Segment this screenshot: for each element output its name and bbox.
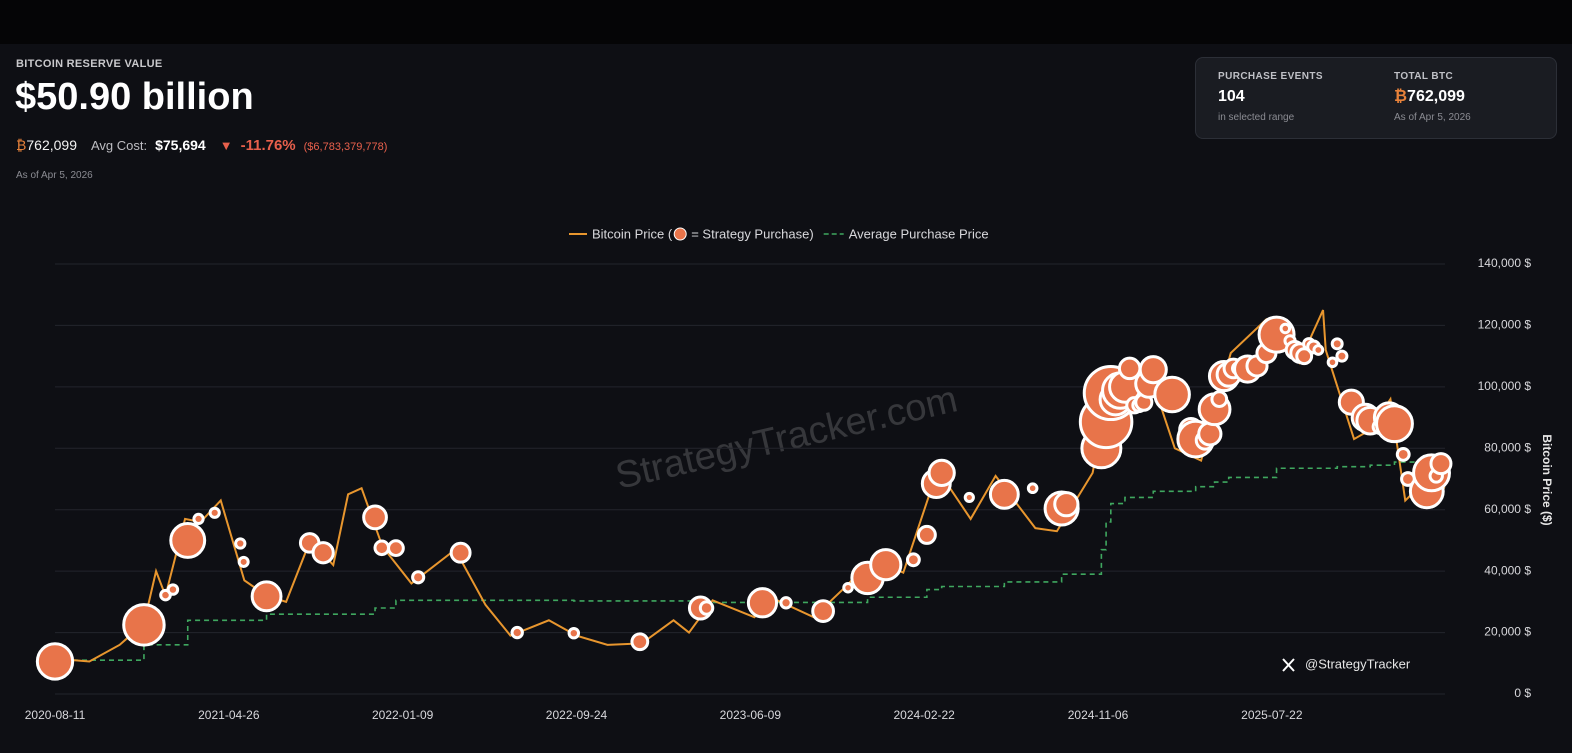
purchase-bubble xyxy=(1210,390,1229,408)
purchase-bubble xyxy=(1197,421,1223,447)
purchase-bubble xyxy=(208,506,221,519)
change-usd: ($6,783,379,778) xyxy=(303,141,388,153)
purchase-bubble xyxy=(192,512,205,526)
grid xyxy=(55,263,1445,695)
x-tick-label: 2021-04-26 xyxy=(198,708,260,722)
purchase-bubble xyxy=(927,458,956,487)
y-tick-label: 100,000 $ xyxy=(1478,379,1532,393)
total-btc-value: ₿762,099 xyxy=(1394,88,1465,105)
x-tick-label: 2024-11-06 xyxy=(1068,708,1129,722)
y-tick-label: 40,000 $ xyxy=(1484,563,1531,577)
y-tick-label: 0 $ xyxy=(1514,686,1531,700)
x-tick-label: 2024-02-22 xyxy=(893,708,955,722)
as-of: As of Apr 5, 2026 xyxy=(16,170,93,181)
x-tick-label: 2020-08-11 xyxy=(25,708,86,722)
purchase-bubble xyxy=(449,541,472,564)
purchase-bubble xyxy=(916,524,937,545)
x-logo xyxy=(1282,658,1295,672)
purchase-bubble xyxy=(411,570,426,585)
total-btc-label: TOTAL BTC xyxy=(1394,71,1454,82)
purchase-bubble xyxy=(811,599,835,623)
purchase-bubble xyxy=(779,596,793,610)
purchase-bubble xyxy=(963,491,975,504)
watermark: StrategyTracker.com xyxy=(612,378,962,497)
purchase-bubble xyxy=(698,600,715,616)
summary-card: PURCHASE EVENTS 104 in selected range TO… xyxy=(1195,57,1557,139)
panel xyxy=(0,44,1572,753)
purchase-bubble xyxy=(234,537,247,550)
purchase-bubble xyxy=(169,521,207,559)
y-axis-title: Bitcoin Price ($) xyxy=(1540,434,1554,525)
purchase-bubble xyxy=(373,539,391,557)
legend-label: = Strategy Purchase) xyxy=(691,226,813,241)
top-bar xyxy=(0,0,1572,44)
purchase-bubble xyxy=(1053,491,1080,518)
stats-row: ₿762,099 Avg Cost: $75,694 ▼ -11.76% ($6… xyxy=(16,137,387,154)
reserve-label: BITCOIN RESERVE VALUE xyxy=(16,58,163,70)
x-tick-label: 2023-06-09 xyxy=(720,708,782,722)
purchase-bubble xyxy=(1395,447,1411,462)
x-tick-label: 2022-01-09 xyxy=(372,708,434,722)
purchase-bubble xyxy=(630,632,650,652)
purchase-bubble xyxy=(387,539,405,557)
y-tick-label: 20,000 $ xyxy=(1484,625,1531,639)
purchase-events: PURCHASE EVENTS 104 in selected range xyxy=(1218,71,1323,123)
purchase-bubble xyxy=(1153,375,1191,414)
purchase-bubble xyxy=(250,580,283,613)
change-pct: -11.76% xyxy=(240,137,296,154)
purchase-bubble xyxy=(510,625,524,640)
change-arrow: ▼ xyxy=(219,138,233,153)
purchase-bubble xyxy=(237,555,250,568)
y-tick-label: 120,000 $ xyxy=(1478,318,1532,332)
purchase-bubble xyxy=(1429,452,1453,476)
purchase-bubble xyxy=(166,583,180,596)
total-btc-note: As of Apr 5, 2026 xyxy=(1394,112,1471,123)
purchase-bubble xyxy=(905,552,921,568)
purchase-events-label: PURCHASE EVENTS xyxy=(1218,71,1323,82)
legend: Bitcoin Price ( = Strategy Purchase) Avera… xyxy=(569,226,989,241)
purchase-events-value: 104 xyxy=(1218,88,1245,105)
legend-label: Bitcoin Price ( xyxy=(592,226,673,241)
avg-cost-label: Avg Cost: xyxy=(90,138,148,153)
purchase-bubble xyxy=(1026,482,1039,495)
average-line xyxy=(55,460,1445,662)
purchase-bubble xyxy=(1279,322,1292,335)
purchase-bubble xyxy=(122,603,166,647)
purchase-bubble xyxy=(746,587,779,619)
purchases xyxy=(35,315,1453,681)
purchase-bubble xyxy=(35,642,75,681)
avg-cost: $75,694 xyxy=(155,137,206,153)
purchase-bubble xyxy=(1375,404,1414,444)
purchase-bubble xyxy=(1312,344,1325,356)
purchase-bubble xyxy=(1330,337,1344,351)
holdings: ₿762,099 xyxy=(16,137,77,153)
y-tick-label: 60,000 $ xyxy=(1484,502,1531,516)
total-btc: TOTAL BTC ₿762,099 As of Apr 5, 2026 xyxy=(1394,71,1471,123)
y-tick-label: 80,000 $ xyxy=(1484,440,1531,454)
y-tick-label: 140,000 $ xyxy=(1478,256,1532,270)
x-tick-label: 2025-07-22 xyxy=(1241,708,1303,722)
purchase-bubble xyxy=(567,626,581,640)
purchase-bubble xyxy=(869,548,903,582)
purchase-events-note: in selected range xyxy=(1218,112,1295,123)
purchase-bubble xyxy=(1138,355,1168,385)
purchase-bubble xyxy=(1326,356,1339,369)
credit-text: @StrategyTracker xyxy=(1305,656,1411,671)
purchase-bubble xyxy=(842,581,854,594)
purchase-bubble xyxy=(988,478,1020,510)
purchase-bubble xyxy=(311,541,335,565)
reserve-value: $50.90 billion xyxy=(15,76,254,118)
legend-label: Average Purchase Price xyxy=(849,226,989,241)
purchase-bubble xyxy=(362,504,388,531)
legend-swatch xyxy=(673,227,687,241)
credit: @StrategyTracker xyxy=(1282,656,1411,672)
purchase-bubble xyxy=(1335,349,1349,363)
x-tick-label: 2022-09-24 xyxy=(546,708,608,722)
